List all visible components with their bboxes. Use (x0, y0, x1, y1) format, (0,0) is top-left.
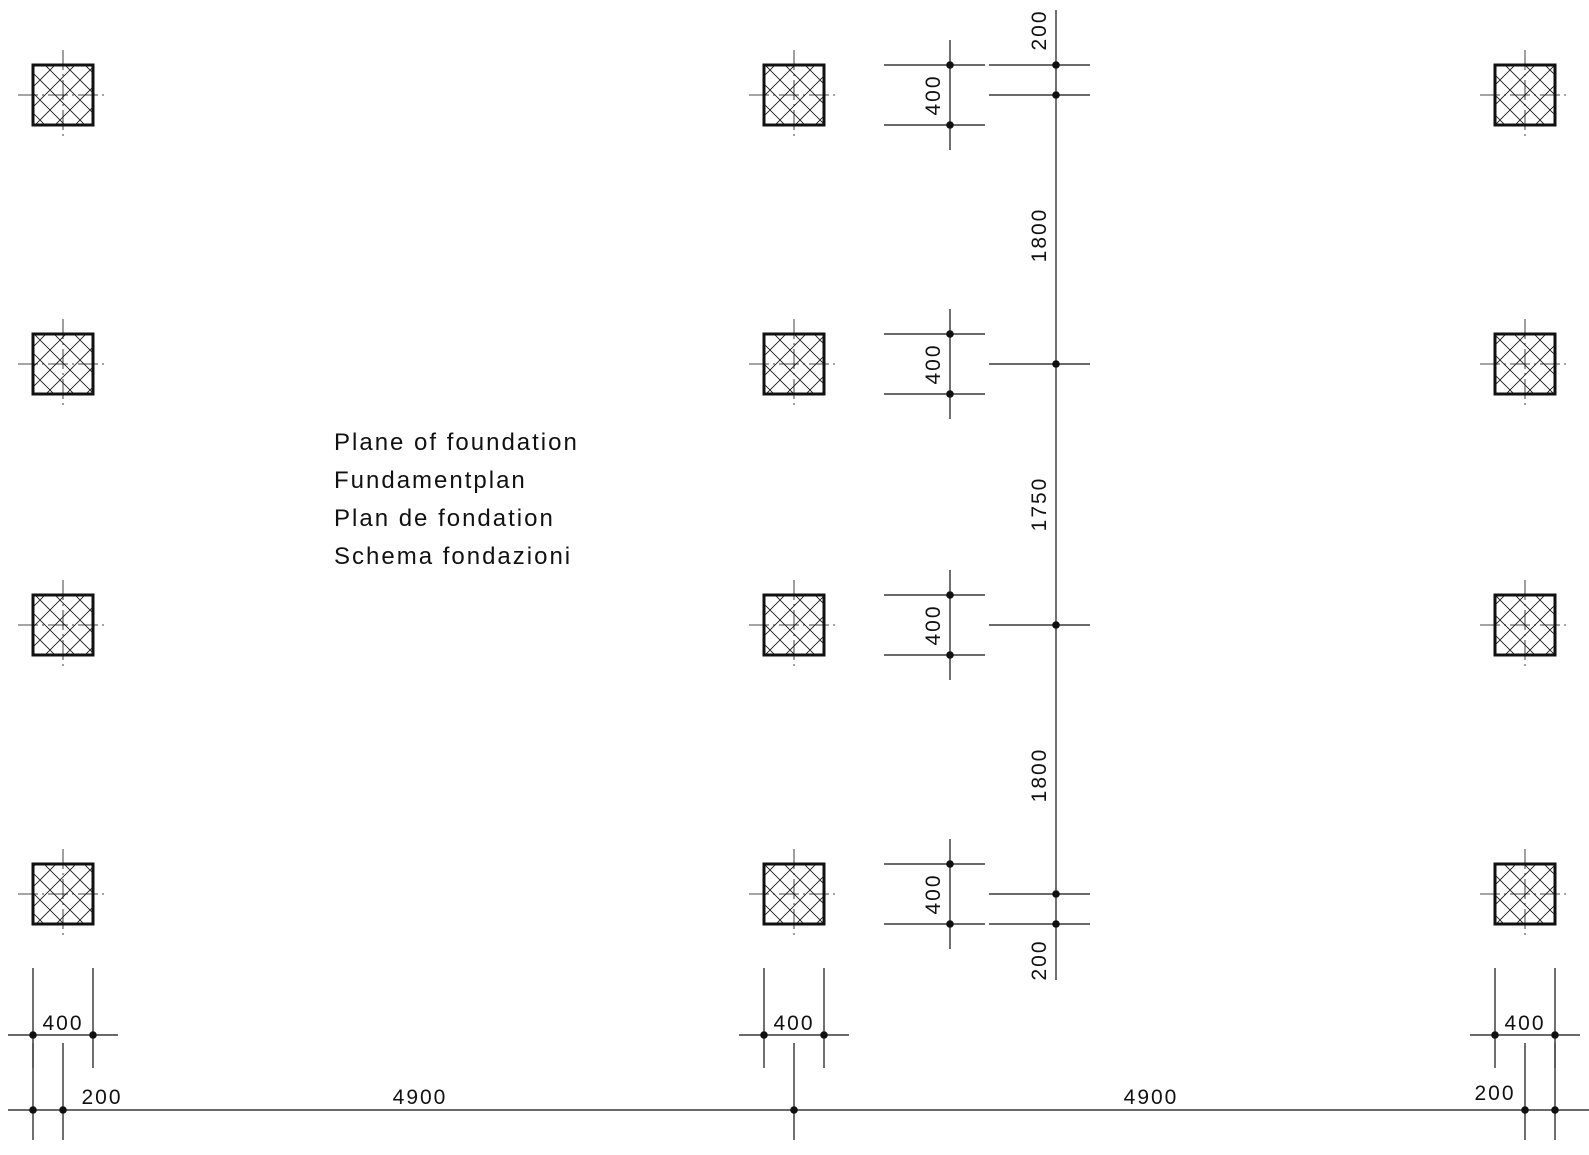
dimension-dot (946, 860, 954, 868)
dimension-dot (1551, 1106, 1559, 1114)
footings-layer (18, 50, 1570, 939)
title-english: Plane of foundation (334, 429, 579, 456)
title-german: Fundamentplan (334, 467, 527, 494)
dimension-dot (946, 920, 954, 928)
footing-4-2 (749, 849, 839, 939)
dimension-dot (946, 330, 954, 338)
dimension-dot (29, 1106, 37, 1114)
vertical-dimension-dot (1052, 920, 1060, 928)
dimension-dot (59, 1106, 67, 1114)
dim-text-horizontal-200-right: 200 (1474, 1082, 1515, 1105)
dimension-dot (1521, 1106, 1529, 1114)
dimension-dot (946, 121, 954, 129)
dim-text-vertical-1750: 1750 (1028, 477, 1051, 532)
footing-4-3 (1480, 849, 1570, 939)
footing-1-2 (749, 50, 839, 140)
title-block: Plane of foundation Fundamentplan Plan d… (334, 424, 579, 576)
vertical-dimension-dot (1052, 360, 1060, 368)
title-italian: Schema fondazioni (334, 543, 573, 570)
dimension-dot (946, 591, 954, 599)
title-french: Plan de fondation (334, 505, 555, 532)
dimension-dot (760, 1031, 768, 1039)
vertical-dimension-dot (1052, 890, 1060, 898)
footing-3-1 (18, 580, 108, 670)
dim-text-vertical-200-top: 200 (1028, 9, 1051, 50)
dim-text-vertical-1800-lower: 1800 (1028, 748, 1051, 803)
dimension-dot (790, 1106, 798, 1114)
dim-text-horizontal-4900-right: 4900 (1124, 1086, 1179, 1109)
vertical-dimension-dot (1052, 61, 1060, 69)
dimension-dot (1491, 1031, 1499, 1039)
dimension-dot (1551, 1031, 1559, 1039)
dimension-dot (946, 651, 954, 659)
dim-text-vertical-1800-upper: 1800 (1028, 208, 1051, 263)
footing-2-1 (18, 319, 108, 409)
dimension-text-layer: 200 1800 1750 1800 200 400 400 400 400 400 400 400 2… (42, 9, 1545, 1109)
dim-text-footing-vertical-3: 400 (922, 604, 945, 645)
dimension-dot (820, 1031, 828, 1039)
dim-text-footing-vertical-1: 400 (922, 74, 945, 115)
dim-text-horizontal-200-left: 200 (81, 1086, 122, 1109)
dim-text-vertical-200-bottom: 200 (1028, 939, 1051, 980)
footing-4-1 (18, 849, 108, 939)
dim-text-footing-horizontal-3: 400 (1504, 1012, 1545, 1035)
dim-text-footing-vertical-4: 400 (922, 873, 945, 914)
dimension-dot (29, 1031, 37, 1039)
vertical-dimension-dot (1052, 621, 1060, 629)
dim-text-footing-vertical-2: 400 (922, 343, 945, 384)
dimension-dot (89, 1031, 97, 1039)
dim-text-footing-horizontal-1: 400 (42, 1012, 83, 1035)
dim-text-horizontal-4900-left: 4900 (393, 1086, 448, 1109)
dimension-dot (946, 390, 954, 398)
vertical-dimension-dot (1052, 91, 1060, 99)
footing-2-2 (749, 319, 839, 409)
footing-2-3 (1480, 319, 1570, 409)
footing-3-2 (749, 580, 839, 670)
dimension-dot (946, 61, 954, 69)
footing-1-1 (18, 50, 108, 140)
dim-text-footing-horizontal-2: 400 (773, 1012, 814, 1035)
footing-3-3 (1480, 580, 1570, 670)
footing-1-3 (1480, 50, 1570, 140)
dimension-layer (8, 10, 1589, 1140)
